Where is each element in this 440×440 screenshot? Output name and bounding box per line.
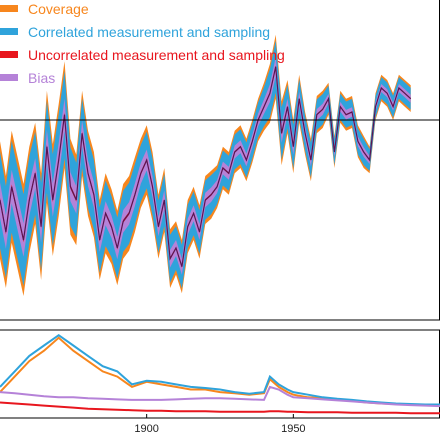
bias-band (0, 57, 411, 275)
legend-swatch (0, 5, 18, 12)
legend-label: Bias (28, 70, 55, 86)
series-line (0, 401, 440, 415)
x-tick-label: 1950 (281, 423, 305, 435)
correlated-band (0, 40, 411, 289)
bottom-panel: 1900 1950 (0, 329, 440, 435)
series-line (0, 333, 440, 406)
legend-label: Correlated measurement and sampling (28, 24, 270, 40)
legend-swatch (0, 74, 18, 81)
series-line (0, 385, 440, 408)
median-line (0, 66, 412, 267)
legend-label: Coverage (28, 1, 89, 17)
legend: Coverage Correlated measurement and sampl… (0, 1, 285, 86)
legend-swatch (0, 28, 18, 35)
series-line (0, 336, 440, 407)
x-tick-label: 1900 (134, 423, 158, 435)
legend-swatch (0, 51, 18, 58)
legend-label: Uncorrelated measurement and sampling (28, 47, 285, 63)
